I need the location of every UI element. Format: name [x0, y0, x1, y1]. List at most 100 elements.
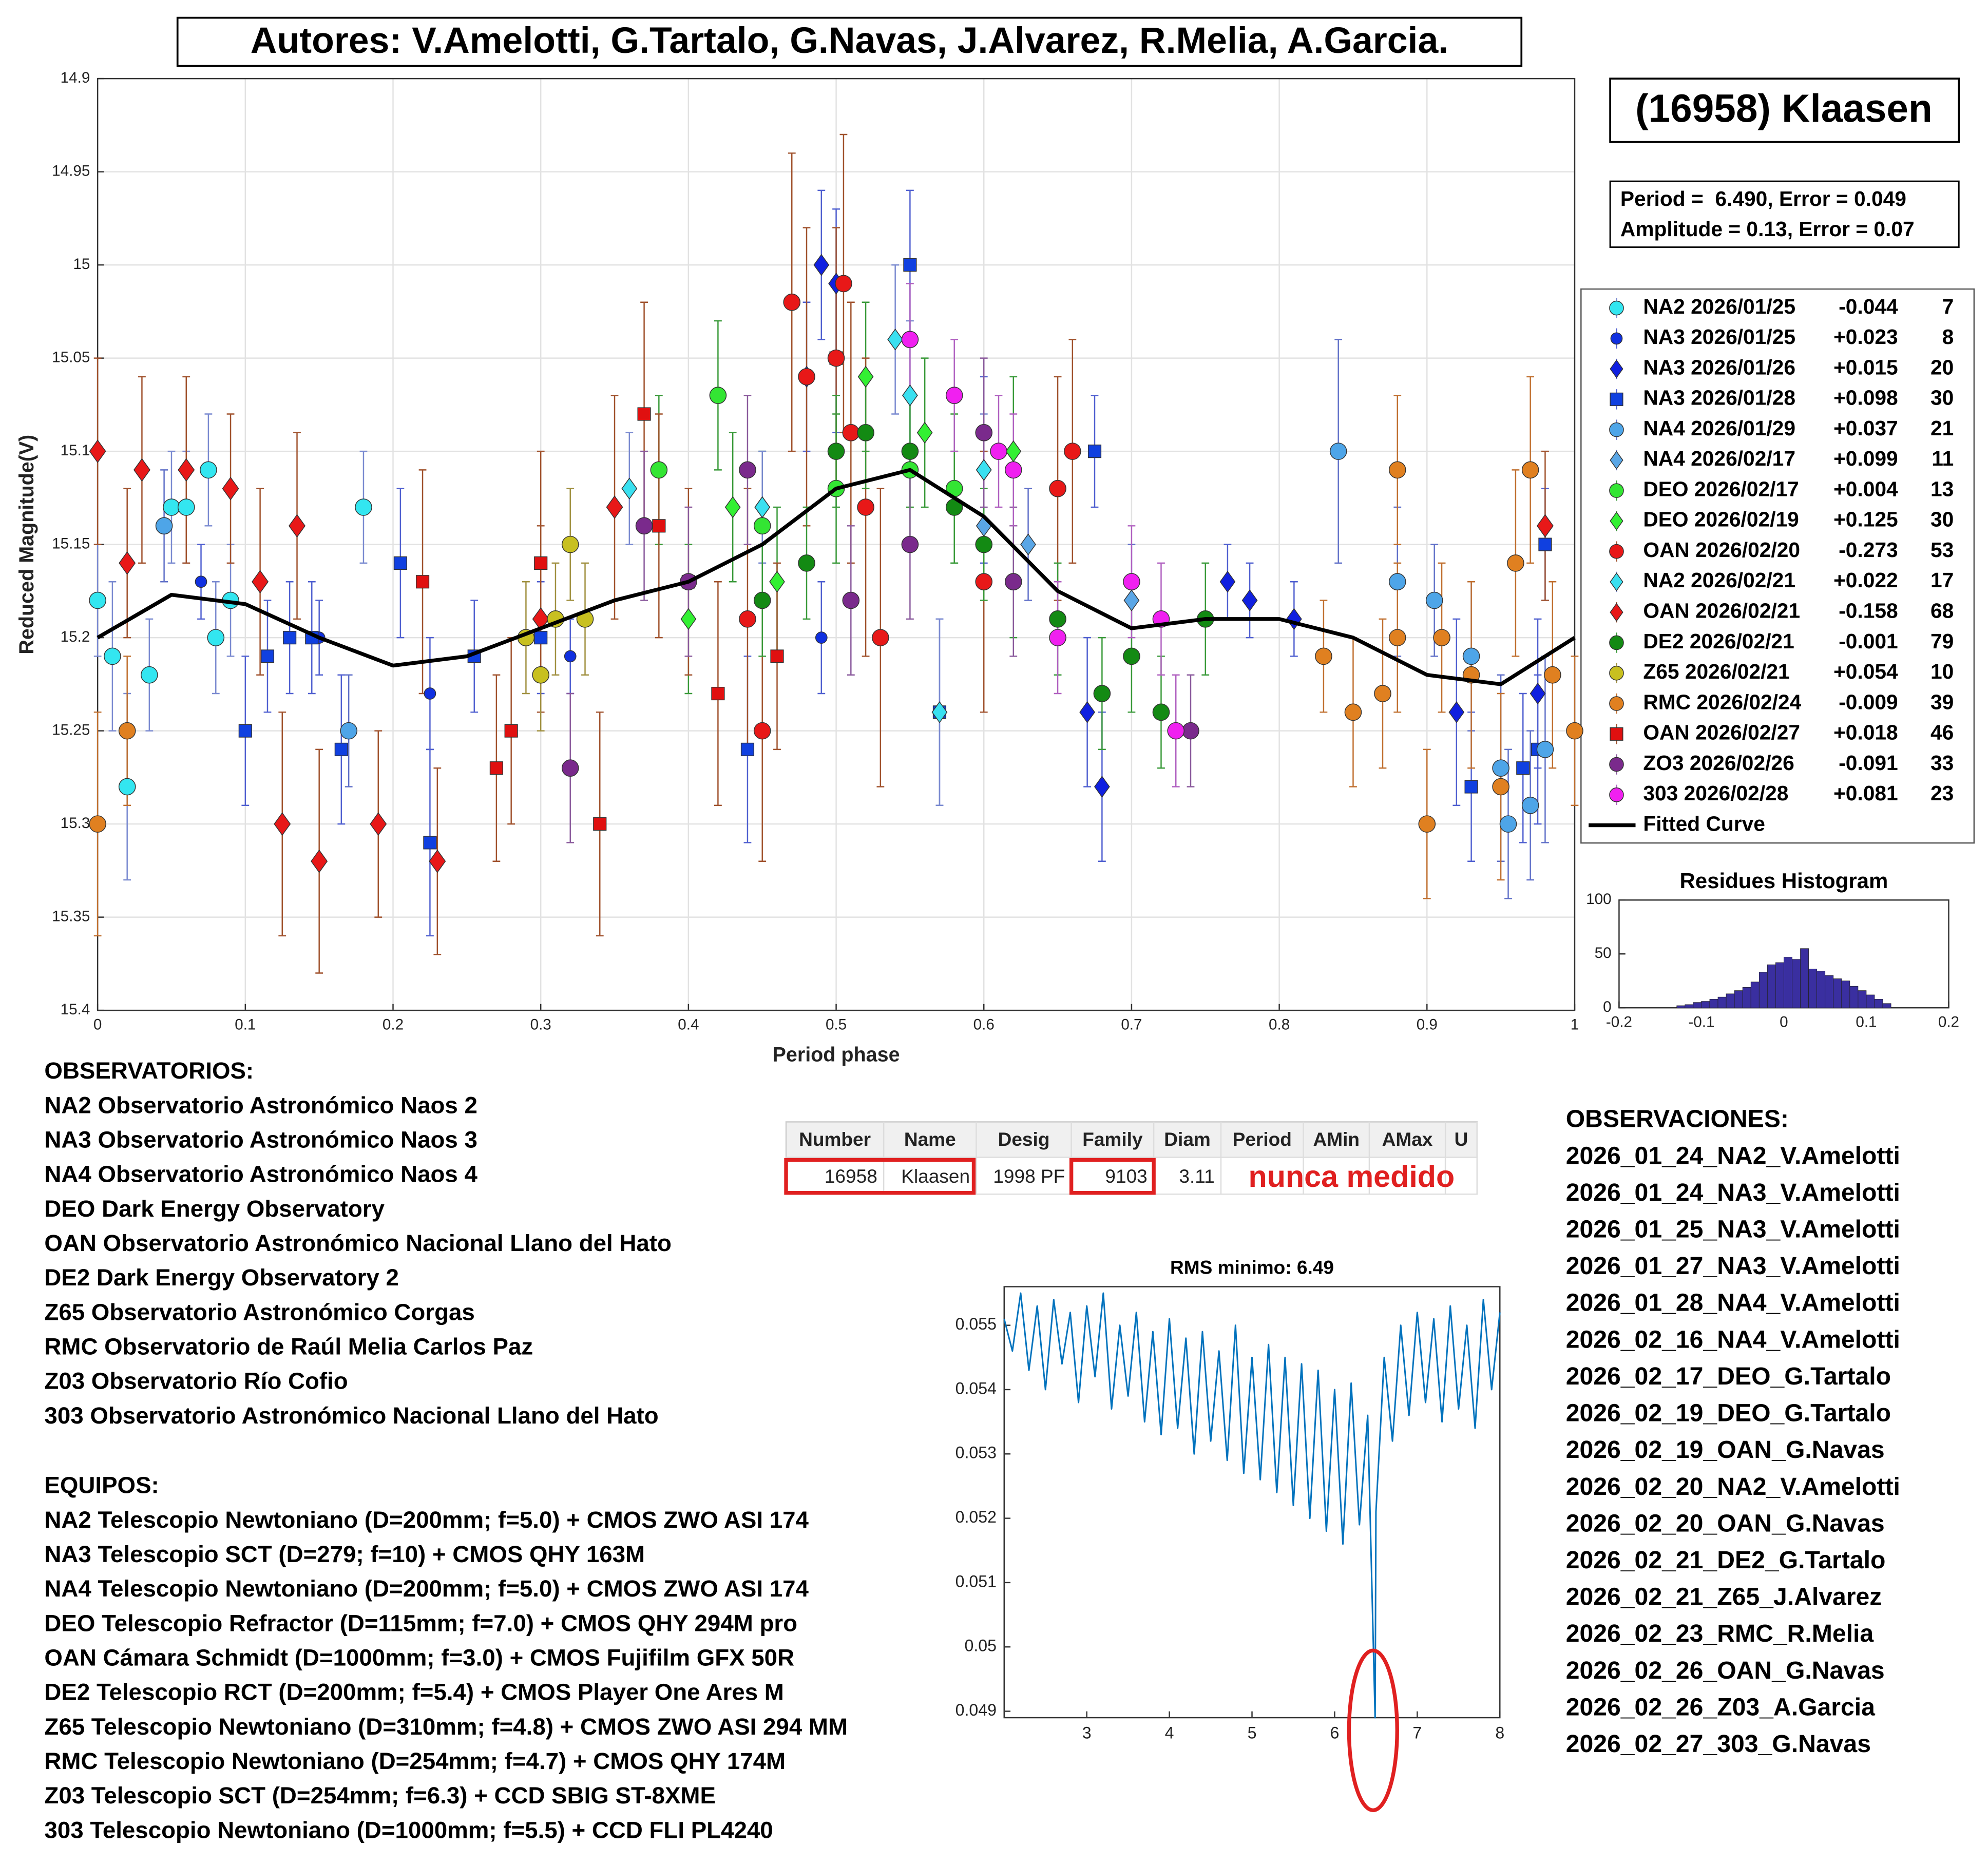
data-point	[195, 575, 207, 588]
x-tick-label: 0.2	[383, 1016, 404, 1033]
y-tick-label: 0.05	[964, 1637, 996, 1655]
legend-offset: -0.273	[1839, 538, 1898, 562]
data-point	[1344, 703, 1362, 721]
data-point	[827, 443, 845, 460]
x-tick-label: 7	[1412, 1724, 1422, 1742]
data-point	[753, 517, 771, 535]
fit-box	[1609, 180, 1960, 248]
y-tick-label: 15	[73, 256, 90, 273]
legend-offset: +0.054	[1833, 660, 1898, 683]
legend-marker	[1609, 544, 1624, 559]
table-header: Name	[904, 1128, 956, 1150]
data-point	[311, 849, 328, 873]
table-cell: 16958	[825, 1165, 877, 1187]
data-point	[637, 407, 651, 421]
y-tick-label: 15.4	[61, 1001, 90, 1018]
table-header: Diam	[1164, 1128, 1211, 1150]
data-point	[724, 496, 741, 518]
list-item: 2026_02_23_RMC_R.Melia	[1566, 1620, 1875, 1647]
data-point	[1182, 722, 1199, 740]
data-point	[1425, 591, 1443, 609]
data-point	[89, 591, 106, 609]
legend-marker	[1609, 757, 1624, 772]
data-point	[1004, 461, 1022, 479]
histogram-bar	[1693, 1002, 1702, 1008]
data-point	[827, 349, 845, 367]
legend-label: NA3 2026/01/28	[1643, 386, 1795, 410]
data-point	[901, 443, 919, 460]
table-cell: 1998 PF	[993, 1165, 1065, 1187]
legend-marker	[1610, 603, 1623, 622]
data-point	[504, 724, 518, 738]
legend-label: DE2 2026/02/21	[1643, 629, 1794, 653]
y-tick-label: 15.35	[52, 908, 90, 925]
list-item: 303 Telescopio Newtoniano (D=1000mm; f=5…	[44, 1817, 773, 1843]
list-item: 2026_02_16_NA4_V.Amelotti	[1566, 1325, 1900, 1353]
data-point	[1418, 815, 1436, 833]
legend-offset: +0.037	[1833, 416, 1898, 440]
fit-amplitude: Amplitude = 0.13, Error = 0.07	[1620, 217, 1915, 241]
x-tick-label: 6	[1330, 1724, 1340, 1742]
legend-count: 79	[1930, 629, 1954, 653]
data-point	[711, 686, 725, 701]
rms-line	[1003, 1292, 1501, 1719]
list-item: DE2 Telescopio RCT (D=200mm; f=5.4) + CM…	[44, 1679, 783, 1705]
histogram-bar	[1792, 959, 1801, 1008]
list-item: 2026_02_19_DEO_G.Tartalo	[1566, 1399, 1891, 1427]
legend-offset: -0.001	[1839, 629, 1898, 653]
data-point	[133, 458, 150, 482]
data-point	[901, 535, 919, 553]
x-tick-label: 0.3	[530, 1016, 551, 1033]
list-item: 2026_01_28_NA4_V.Amelotti	[1566, 1289, 1900, 1317]
data-point	[119, 551, 136, 575]
data-point	[1123, 573, 1140, 591]
legend-label: NA3 2026/01/25	[1643, 325, 1795, 349]
histogram-bar	[1709, 999, 1718, 1008]
data-point	[975, 573, 993, 591]
data-point	[835, 275, 852, 293]
data-point	[650, 461, 668, 479]
legend-count: 11	[1932, 447, 1954, 470]
legend-offset: +0.023	[1833, 325, 1898, 349]
list-item: Z03 Observatorio Río Cofio	[44, 1368, 348, 1394]
data-point	[753, 722, 771, 740]
data-point	[606, 495, 623, 519]
data-point	[1464, 780, 1478, 794]
data-point	[534, 631, 548, 645]
list-item: DEO Telescopio Refractor (D=115mm; f=7.0…	[44, 1610, 797, 1636]
legend-offset: -0.158	[1839, 599, 1898, 622]
legend-marker	[1610, 511, 1623, 531]
y-tick-label: 50	[1595, 945, 1612, 962]
data-point	[118, 778, 136, 796]
legend-label: OAN 2026/02/20	[1643, 538, 1800, 562]
highlight-box	[784, 1158, 976, 1195]
list-item: 2026_01_24_NA3_V.Amelotti	[1566, 1179, 1900, 1206]
highlight-ellipse	[1347, 1648, 1399, 1813]
data-point	[1219, 570, 1236, 593]
legend-label: NA2 2026/02/21	[1643, 568, 1795, 592]
data-point	[423, 836, 437, 850]
list-item: 2026_02_21_DE2_G.Tartalo	[1566, 1546, 1886, 1574]
data-point	[355, 498, 372, 516]
data-point	[798, 368, 815, 386]
legend-offset: -0.009	[1839, 690, 1898, 714]
data-point	[489, 761, 503, 775]
data-point	[798, 554, 815, 572]
section-title: EQUIPOS:	[44, 1472, 159, 1498]
legend-offset: +0.018	[1833, 721, 1898, 744]
data-point	[857, 424, 874, 441]
data-point	[104, 647, 121, 665]
histogram-bar	[1726, 993, 1735, 1008]
data-point	[593, 817, 607, 831]
y-tick-label: 15.15	[52, 535, 90, 552]
x-tick-label: 0.6	[973, 1016, 995, 1033]
y-tick-label: 15.1	[61, 442, 90, 459]
data-point	[561, 759, 579, 777]
data-point	[1064, 443, 1081, 460]
data-point	[1538, 537, 1552, 551]
histogram-bar	[1841, 980, 1850, 1008]
legend-count: 23	[1930, 781, 1954, 805]
y-tick-label: 0.051	[955, 1572, 997, 1590]
list-item: 2026_02_26_OAN_G.Navas	[1566, 1657, 1885, 1684]
